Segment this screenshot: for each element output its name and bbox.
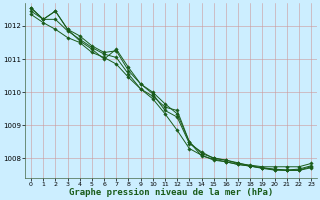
X-axis label: Graphe pression niveau de la mer (hPa): Graphe pression niveau de la mer (hPa)	[69, 188, 273, 197]
